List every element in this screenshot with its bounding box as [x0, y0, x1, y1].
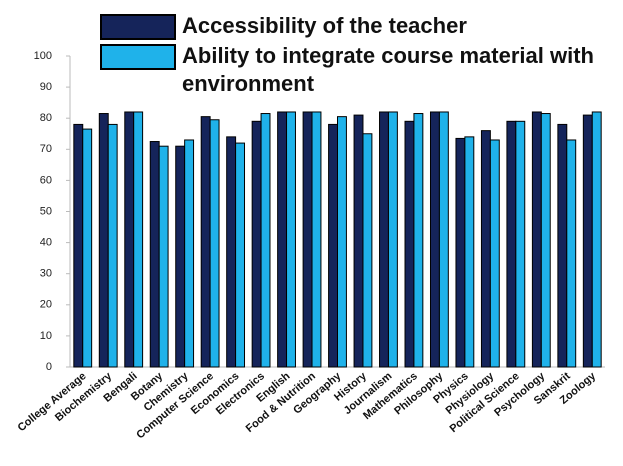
- bar: [489, 139, 500, 368]
- bar: [311, 111, 322, 368]
- bar: [566, 139, 577, 368]
- bar: [82, 128, 93, 368]
- legend-label: Ability to integrate course material wit…: [182, 43, 594, 96]
- y-tick-label: 70: [40, 143, 52, 155]
- bar: [337, 116, 347, 368]
- bar: [387, 111, 398, 368]
- bar: [480, 130, 491, 368]
- y-tick-label: 10: [40, 330, 52, 342]
- bar: [438, 111, 449, 368]
- bar: [582, 114, 593, 368]
- bar: [429, 111, 440, 368]
- bar: [235, 142, 246, 368]
- bar: [531, 111, 542, 368]
- bar: [184, 139, 195, 368]
- bar: [328, 123, 339, 368]
- bar: [540, 113, 551, 368]
- bar: [515, 120, 526, 368]
- legend-swatch: [100, 44, 176, 70]
- bar: [133, 111, 144, 368]
- legend-label: Accessibility of the teacher: [182, 13, 467, 38]
- bar: [124, 111, 135, 368]
- y-tick-label: 60: [40, 174, 52, 186]
- bar: [277, 111, 288, 368]
- bar: [413, 113, 424, 368]
- bar: [107, 123, 118, 368]
- bar: [379, 111, 389, 368]
- bar: [209, 119, 220, 368]
- bar: [251, 120, 262, 368]
- bar: [226, 136, 237, 368]
- y-tick-label: 50: [40, 205, 52, 217]
- legend: Accessibility of the teacher Ability to i…: [100, 12, 620, 100]
- bar: [464, 136, 475, 368]
- bar: [506, 120, 517, 368]
- legend-item: Accessibility of the teacher: [100, 12, 620, 40]
- bar: [302, 111, 313, 368]
- bar: [98, 113, 109, 368]
- bar: [557, 123, 568, 368]
- y-tick-label: 40: [40, 237, 52, 249]
- bar: [200, 116, 211, 368]
- bar: [149, 141, 160, 368]
- legend-swatch: [100, 14, 176, 40]
- y-tick-label: 30: [40, 268, 52, 280]
- y-tick-label: 0: [46, 361, 52, 373]
- bar: [404, 120, 415, 368]
- y-tick-label: 80: [40, 112, 52, 124]
- legend-item: Ability to integrate course material wit…: [100, 42, 620, 98]
- bar: [260, 113, 271, 368]
- bar: [158, 145, 169, 368]
- bar: [73, 123, 84, 368]
- bar: [455, 137, 466, 368]
- bar: [353, 114, 364, 368]
- y-tick-label: 100: [34, 50, 52, 62]
- bar: [175, 145, 186, 368]
- y-tick-label: 90: [40, 81, 52, 93]
- bar: [362, 133, 373, 368]
- y-tick-label: 20: [40, 299, 52, 311]
- bar: [286, 111, 296, 368]
- bar: [591, 111, 602, 368]
